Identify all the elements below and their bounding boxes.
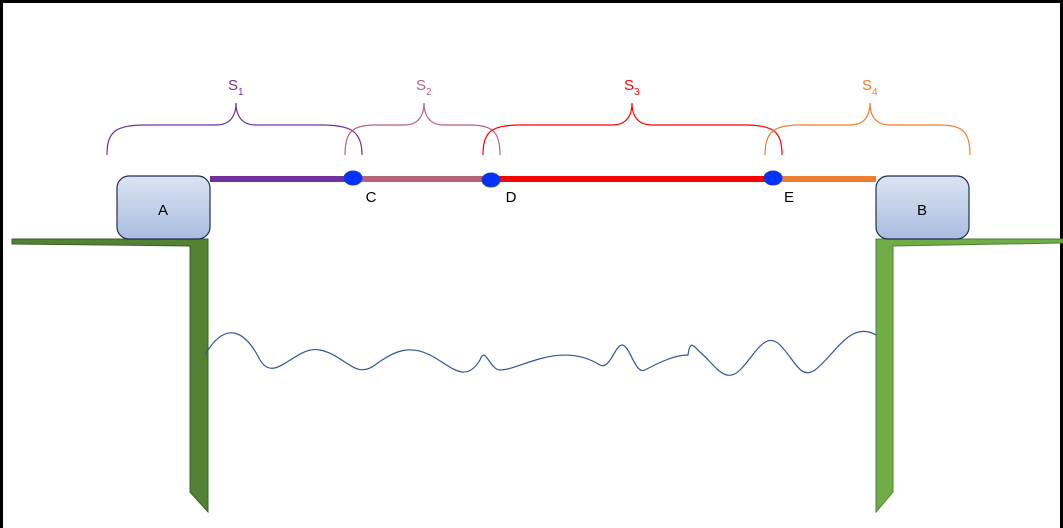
- segment-index: 3: [634, 87, 640, 98]
- segment-label: S2: [416, 77, 432, 98]
- segment-label: S3: [624, 77, 640, 98]
- right-bank: [875, 238, 1063, 514]
- segment-letter: S: [416, 77, 426, 94]
- node-label: D: [506, 189, 517, 206]
- node-label: E: [784, 189, 794, 206]
- brace: [482, 102, 783, 156]
- segment-label: S1: [228, 77, 244, 98]
- water-line: [204, 330, 877, 376]
- node-label: A: [158, 202, 168, 219]
- segment-index: 1: [238, 87, 244, 98]
- point: [763, 170, 783, 186]
- left-bank: [11, 238, 209, 514]
- segment-letter: S: [624, 77, 634, 94]
- segment-letter: S: [862, 77, 872, 94]
- brace: [106, 102, 363, 156]
- node-label: C: [366, 189, 377, 206]
- segment-label: S4: [862, 77, 878, 98]
- brace: [344, 102, 501, 156]
- brace: [764, 102, 971, 156]
- block-a: [116, 175, 211, 240]
- node-label: B: [917, 202, 927, 219]
- segment-index: 4: [872, 87, 878, 98]
- segment-letter: S: [228, 77, 238, 94]
- segment-index: 2: [426, 87, 432, 98]
- block-b: [875, 175, 970, 240]
- point: [481, 172, 501, 188]
- point: [343, 170, 363, 186]
